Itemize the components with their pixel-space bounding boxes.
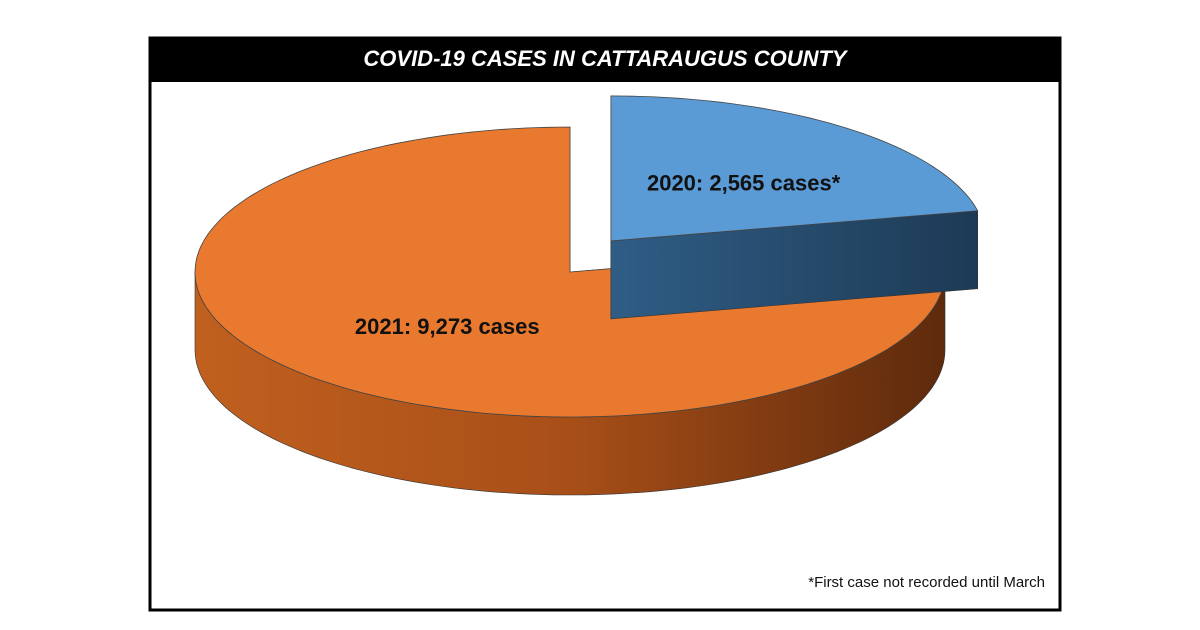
pie: 2020: 2,565 cases* 2021: 9,273 cases — [194, 95, 979, 496]
value-label: 2021: 9,273 cases — [355, 314, 540, 339]
value-label: 2020: 2,565 cases* — [647, 170, 841, 195]
slice — [194, 126, 946, 418]
slice — [610, 95, 979, 242]
footnote: *First case not recorded until March — [808, 574, 1045, 591]
title-bar — [150, 38, 1060, 82]
chart-title: COVID-19 CASES IN CATTARAUGUS COUNTY — [363, 46, 849, 71]
